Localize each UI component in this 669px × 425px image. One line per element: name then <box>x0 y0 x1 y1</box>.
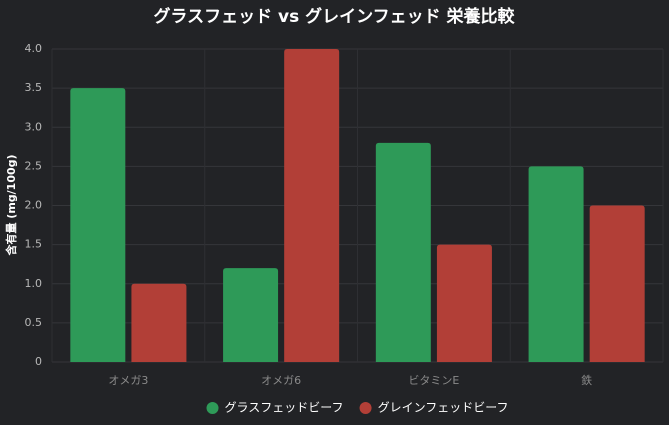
x-tick-label: ビタミンE <box>408 374 459 387</box>
bar <box>131 283 187 362</box>
legend-label[interactable]: グレインフェッドビーフ <box>378 401 509 415</box>
bar <box>223 268 279 362</box>
y-tick-label: 4.0 <box>25 42 43 55</box>
y-tick-label: 2.0 <box>25 199 43 212</box>
bar <box>375 142 431 362</box>
bar <box>528 166 584 362</box>
y-tick-label: 0.5 <box>25 316 43 329</box>
x-tick-label: 鉄 <box>581 373 592 387</box>
bar <box>70 88 126 362</box>
y-tick-label: 1.5 <box>25 238 43 251</box>
y-tick-label: 2.5 <box>25 159 43 172</box>
y-tick-label: 0 <box>35 355 42 368</box>
y-tick-label: 3.5 <box>25 81 43 94</box>
chart-title: グラスフェッド vs グレインフェッド 栄養比較 <box>153 6 515 27</box>
y-tick-label: 1.0 <box>25 277 43 290</box>
bar <box>284 49 340 362</box>
x-tick-label: オメガ3 <box>108 374 148 387</box>
y-tick-label: 3.0 <box>25 120 43 133</box>
legend-label[interactable]: グラスフェッドビーフ <box>225 401 344 415</box>
y-axis-label: 含有量 (mg/100g) <box>4 154 18 256</box>
legend-marker[interactable] <box>206 402 219 414</box>
legend-marker[interactable] <box>359 402 372 414</box>
x-tick-label: オメガ6 <box>261 374 301 387</box>
bar <box>436 244 492 362</box>
bar <box>589 205 645 362</box>
